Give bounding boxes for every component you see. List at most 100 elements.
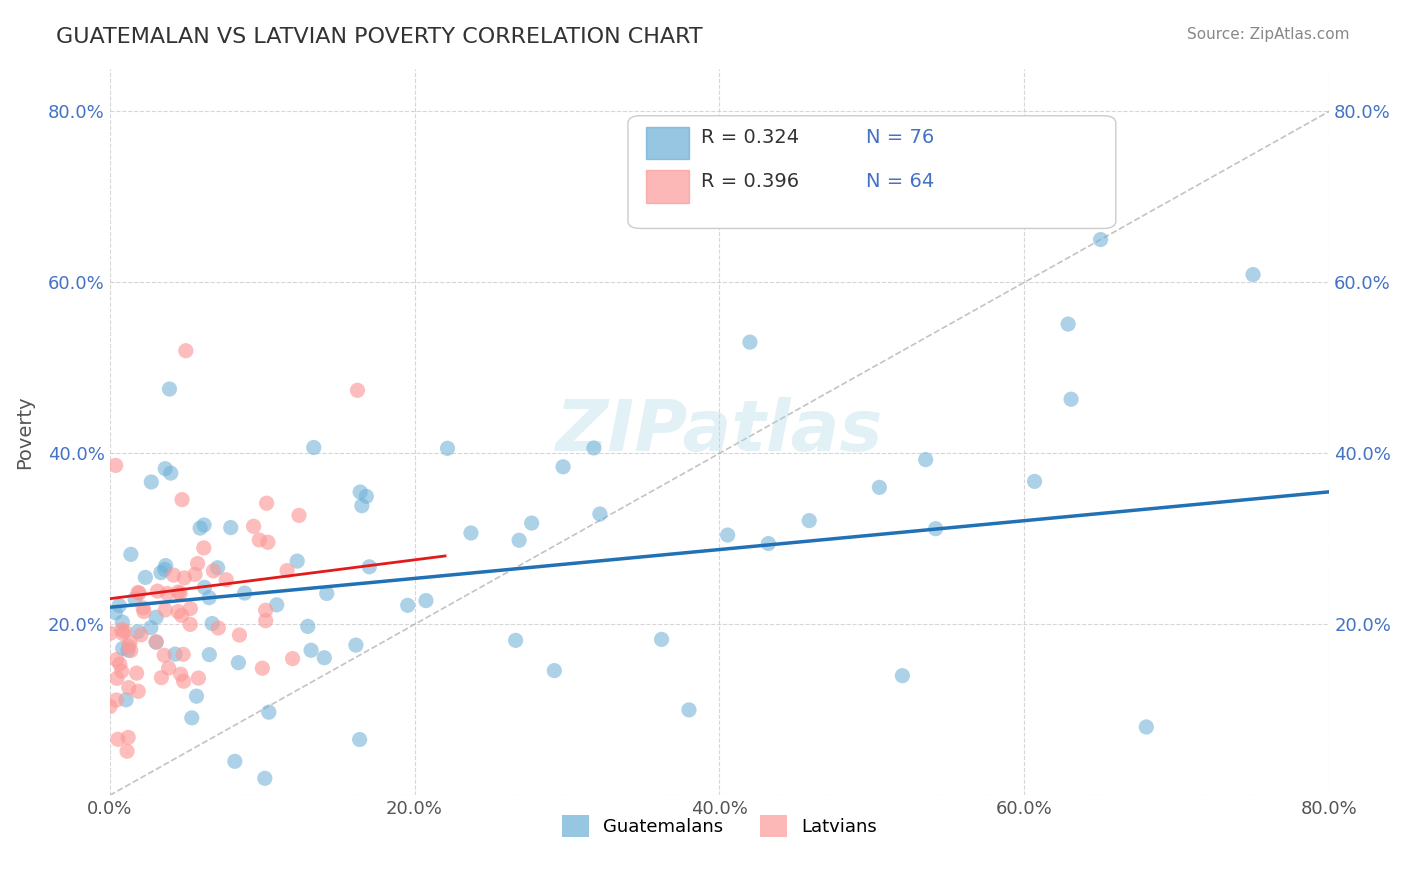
- Guatemalans: [219, 520, 242, 534]
- Guatemalans: [108, 599, 131, 613]
- Latvians: [111, 664, 134, 678]
- Latvians: [173, 571, 195, 585]
- Guatemalans: [717, 528, 740, 542]
- Guatemalans: [180, 711, 202, 725]
- Guatemalans: [193, 518, 215, 533]
- Legend: Guatemalans, Latvians: Guatemalans, Latvians: [555, 808, 884, 845]
- Latvians: [98, 626, 121, 640]
- Guatemalans: [302, 441, 325, 455]
- Guatemalans: [314, 650, 336, 665]
- Guatemalans: [198, 591, 221, 605]
- Latvians: [117, 731, 139, 745]
- Latvians: [156, 586, 179, 600]
- Latvians: [127, 684, 149, 698]
- Guatemalans: [505, 633, 527, 648]
- Guatemalans: [756, 536, 779, 550]
- Latvians: [129, 628, 152, 642]
- Text: Source: ZipAtlas.com: Source: ZipAtlas.com: [1187, 27, 1350, 42]
- Latvians: [105, 671, 128, 685]
- Latvians: [111, 623, 134, 637]
- Guatemalans: [198, 648, 221, 662]
- Guatemalans: [124, 591, 146, 606]
- Guatemalans: [111, 615, 134, 629]
- FancyBboxPatch shape: [628, 116, 1116, 228]
- Guatemalans: [104, 606, 127, 620]
- Guatemalans: [134, 570, 156, 584]
- Guatemalans: [201, 616, 224, 631]
- Guatemalans: [350, 499, 373, 513]
- Guatemalans: [551, 459, 574, 474]
- Guatemalans: [799, 514, 821, 528]
- Text: R = 0.324: R = 0.324: [702, 128, 799, 147]
- Guatemalans: [165, 647, 187, 661]
- Latvians: [98, 699, 121, 714]
- Latvians: [257, 535, 280, 549]
- Latvians: [187, 671, 209, 685]
- Latvians: [127, 585, 149, 599]
- Guatemalans: [344, 638, 367, 652]
- Guatemalans: [891, 668, 914, 682]
- Guatemalans: [141, 475, 163, 489]
- Text: N = 64: N = 64: [866, 171, 934, 191]
- Latvians: [107, 732, 129, 747]
- Latvians: [167, 585, 190, 599]
- Latvians: [288, 508, 311, 523]
- Latvians: [215, 573, 238, 587]
- Latvians: [115, 744, 138, 758]
- Latvians: [170, 492, 193, 507]
- Guatemalans: [139, 621, 162, 635]
- Latvians: [170, 608, 193, 623]
- Guatemalans: [315, 586, 337, 600]
- Bar: [647, 170, 689, 203]
- Guatemalans: [117, 643, 139, 657]
- Guatemalans: [589, 507, 612, 521]
- Latvians: [146, 584, 169, 599]
- Latvians: [111, 626, 134, 640]
- Guatemalans: [224, 754, 246, 768]
- Text: N = 76: N = 76: [866, 128, 934, 147]
- Latvians: [281, 651, 304, 665]
- Guatemalans: [285, 554, 308, 568]
- Guatemalans: [1241, 268, 1264, 282]
- Latvians: [247, 533, 270, 547]
- Guatemalans: [186, 689, 208, 703]
- Guatemalans: [127, 624, 149, 639]
- Latvians: [174, 343, 197, 358]
- Guatemalans: [188, 521, 211, 535]
- Guatemalans: [207, 560, 229, 574]
- Latvians: [228, 628, 250, 642]
- Guatemalans: [115, 693, 138, 707]
- Guatemalans: [1024, 475, 1046, 489]
- Latvians: [167, 605, 190, 619]
- Latvians: [276, 564, 298, 578]
- Guatemalans: [349, 732, 371, 747]
- Latvians: [153, 603, 176, 617]
- Latvians: [145, 634, 167, 648]
- Guatemalans: [460, 526, 482, 541]
- Guatemalans: [266, 598, 288, 612]
- Guatemalans: [1135, 720, 1157, 734]
- Latvians: [118, 681, 141, 695]
- Text: R = 0.396: R = 0.396: [702, 171, 799, 191]
- Latvians: [108, 657, 131, 671]
- Latvians: [193, 541, 215, 555]
- Bar: [647, 127, 689, 160]
- Guatemalans: [359, 559, 381, 574]
- Latvians: [207, 621, 229, 635]
- Guatemalans: [1057, 317, 1080, 331]
- Latvians: [254, 603, 277, 617]
- Latvians: [169, 586, 191, 600]
- Guatemalans: [149, 566, 172, 580]
- Latvians: [120, 635, 142, 649]
- Guatemalans: [155, 558, 177, 573]
- Latvians: [117, 640, 139, 654]
- Latvians: [252, 661, 274, 675]
- Guatemalans: [153, 562, 176, 576]
- Latvians: [132, 601, 155, 615]
- Guatemalans: [356, 489, 378, 503]
- Guatemalans: [299, 643, 322, 657]
- Latvians: [256, 496, 278, 510]
- Guatemalans: [253, 772, 276, 786]
- Latvians: [184, 567, 207, 582]
- Guatemalans: [145, 610, 167, 624]
